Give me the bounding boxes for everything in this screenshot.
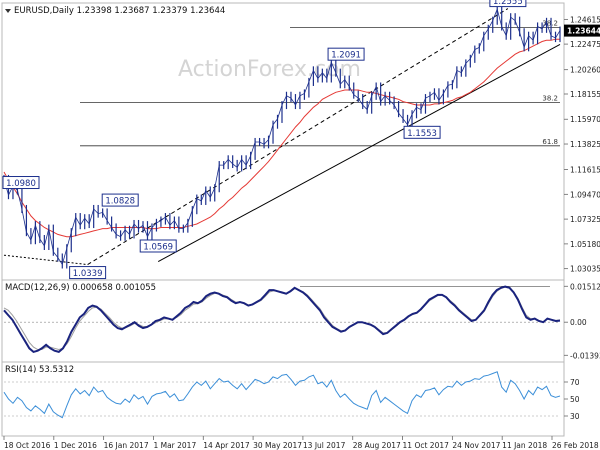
rsi-layer <box>3 371 561 419</box>
rsi-panel-title: RSI(14) 53.5312 <box>5 365 74 375</box>
price-annotation-box <box>489 0 527 8</box>
price-annotation-box <box>2 176 40 190</box>
y-tick-label: 1.18155 <box>570 90 600 99</box>
y-tick-label: 1.20260 <box>570 66 600 75</box>
x-tick-label: 30 May 2017 <box>253 441 302 450</box>
axis-layer: 1.24615 1.22475 1.20260 1.18155 1.15970 1.138… <box>3 15 600 450</box>
y-tick-label: 1.07325 <box>570 215 600 224</box>
price-panel-title: EURUSD,Daily 1.23398 1.23687 1.23379 1.2… <box>5 6 225 16</box>
price-annotation-box <box>69 266 107 280</box>
price-annotation: 1.0339 <box>69 266 107 280</box>
price-annotation-label: 1.0569 <box>143 242 173 252</box>
price-annotation-box <box>101 193 139 207</box>
price-annotation-label: 1.2555 <box>493 0 523 7</box>
y-tick-label: 1.09470 <box>570 190 600 199</box>
fib-level-label: 38.2 <box>542 19 558 27</box>
price-annotation-label: 1.0339 <box>73 269 103 279</box>
y-tick-label: 70 <box>570 378 580 387</box>
price-annotation-label: 1.0828 <box>105 197 135 207</box>
x-tick-label: 16 Jan 2017 <box>104 441 149 450</box>
price-annotation-box <box>139 239 177 253</box>
price-annotation: 1.2555 <box>489 0 527 8</box>
y-tick-label: 1.13825 <box>570 140 600 149</box>
y-tick-label: 1.15970 <box>570 115 600 124</box>
current-price-marker <box>564 24 600 37</box>
y-tick-label: 0.01512 <box>570 282 600 291</box>
x-tick-label: 14 Apr 2017 <box>203 441 250 450</box>
price-layer: 38.2 38.2 61.8 1.0980 1.0339 1.0828 1.0569 1.20… <box>2 0 561 280</box>
y-tick-label: -0.013938 <box>570 351 600 360</box>
price-annotation-box <box>327 47 365 61</box>
x-tick-label: 26 Feb 2018 <box>552 441 599 450</box>
y-tick-label: 0.00 <box>570 318 587 327</box>
price-annotation-label: 1.0980 <box>6 179 36 189</box>
fib-level-label: 38.2 <box>542 94 558 102</box>
x-tick-label: 1 Dec 2016 <box>54 441 97 450</box>
fib-level-label: 61.8 <box>542 138 558 146</box>
y-tick-label: 1.24615 <box>570 15 600 24</box>
price-annotation: 1.0828 <box>101 193 139 207</box>
y-tick-label: 1.22475 <box>570 40 600 49</box>
price-annotation: 1.0569 <box>139 239 177 253</box>
watermark: ActionForex.com <box>178 57 361 82</box>
price-close-line <box>3 7 561 266</box>
trendline-solid <box>157 43 561 263</box>
moving-average-line <box>3 38 560 238</box>
collapse-arrow-icon[interactable] <box>5 9 11 13</box>
x-tick-label: 11 Oct 2017 <box>403 441 450 450</box>
macd-layer <box>3 285 561 354</box>
price-panel-title-text: EURUSD,Daily 1.23398 1.23687 1.23379 1.2… <box>14 6 225 16</box>
price-annotation: 1.2091 <box>327 47 365 61</box>
price-annotation-label: 1.1553 <box>407 129 437 139</box>
price-annotation-box <box>403 125 441 139</box>
y-tick-label: 50 <box>570 395 580 404</box>
y-tick-label: 30 <box>570 412 580 421</box>
x-tick-label: 1 Mar 2017 <box>153 441 196 450</box>
y-tick-label: 1.05180 <box>570 240 600 249</box>
x-tick-label: 13 Jul 2017 <box>303 441 346 450</box>
x-tick-label: 18 Oct 2016 <box>4 441 51 450</box>
macd-panel-title: MACD(12,26,9) 0.000658 0.001055 <box>5 283 156 293</box>
y-tick-label: 1.03035 <box>570 265 600 274</box>
price-annotation: 1.1553 <box>403 125 441 139</box>
current-price-label: 1.23644 <box>567 27 600 36</box>
y-tick-label: 1.11615 <box>570 166 600 175</box>
rsi-line <box>3 371 561 419</box>
macd-line <box>3 285 561 354</box>
x-tick-label: 11 Jan 2018 <box>502 441 547 450</box>
price-annotation: 1.0980 <box>2 176 40 190</box>
trendline-dashed <box>87 8 509 265</box>
x-tick-label: 24 Nov 2017 <box>452 441 500 450</box>
price-annotation-label: 1.2091 <box>331 51 361 61</box>
x-tick-label: 28 Aug 2017 <box>353 441 401 450</box>
